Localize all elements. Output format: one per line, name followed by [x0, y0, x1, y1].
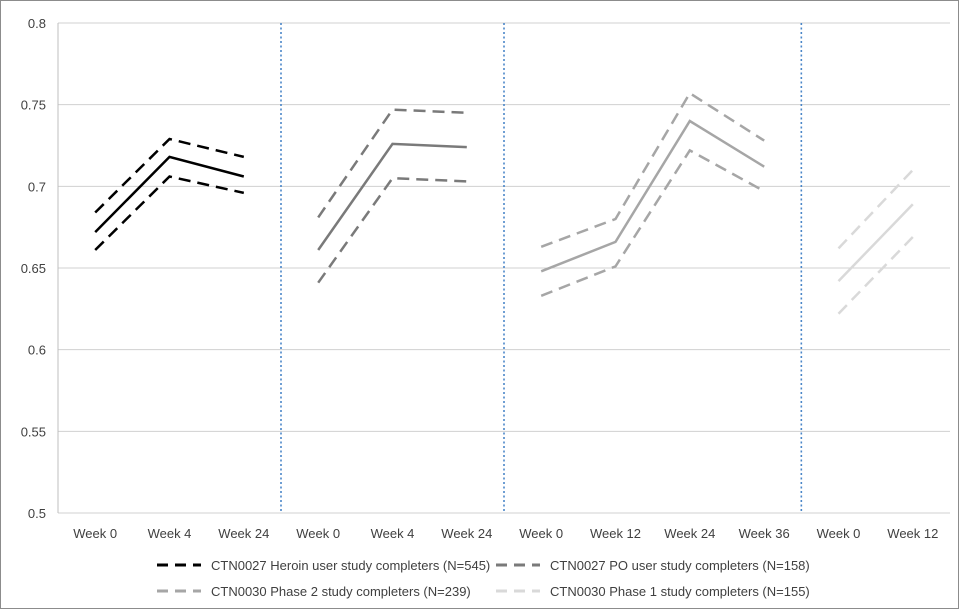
x-tick-label: Week 0 [296, 526, 340, 541]
x-axis: Week 0 Week 4 Week 24 Week 0 Week 4 Week 24 We… [73, 526, 938, 541]
series-lower-ci-line [94, 175, 245, 251]
y-tick-label: 0.6 [28, 343, 46, 358]
series-mean-line [837, 203, 914, 282]
series-upper-ci-line [317, 108, 467, 219]
x-tick-label: Week 4 [371, 526, 415, 541]
y-tick-label: 0.8 [28, 16, 46, 31]
x-tick-label: Week 24 [664, 526, 715, 541]
x-tick-label: Week 24 [441, 526, 492, 541]
x-tick-label: Week 0 [73, 526, 117, 541]
y-tick-label: 0.75 [21, 98, 46, 113]
x-tick-label: Week 12 [590, 526, 641, 541]
group-dividers [280, 23, 803, 513]
series-upper-ci-line [94, 137, 245, 214]
x-tick-label: Week 24 [218, 526, 269, 541]
series-mean-line [317, 142, 467, 251]
legend-label: CTN0030 Phase 2 study completers (N=239) [211, 584, 471, 599]
series-upper-ci-line [540, 91, 765, 248]
series-lines [94, 91, 914, 315]
y-tick-label: 0.5 [28, 506, 46, 521]
legend: CTN0027 Heroin user study completers (N=… [157, 558, 810, 599]
x-tick-label: Week 0 [817, 526, 861, 541]
series-lower-ci-line [317, 176, 467, 284]
legend-label: CTN0030 Phase 1 study completers (N=155) [550, 584, 810, 599]
series-lower-ci-line [540, 148, 765, 297]
x-tick-label: Week 0 [519, 526, 563, 541]
series-mean-line [540, 119, 765, 273]
series-mean-line [94, 155, 245, 233]
legend-label: CTN0027 PO user study completers (N=158) [550, 558, 810, 573]
series-lower-ci-line [837, 236, 914, 315]
series-upper-ci-line [837, 169, 914, 250]
y-axis: 0.5 0.55 0.6 0.65 0.7 0.75 0.8 [21, 16, 46, 521]
x-tick-label: Week 4 [148, 526, 192, 541]
x-tick-label: Week 36 [739, 526, 790, 541]
y-tick-label: 0.7 [28, 179, 46, 194]
y-tick-label: 0.55 [21, 424, 46, 439]
y-tick-label: 0.65 [21, 261, 46, 276]
x-tick-label: Week 12 [887, 526, 938, 541]
legend-label: CTN0027 Heroin user study completers (N=… [211, 558, 490, 573]
